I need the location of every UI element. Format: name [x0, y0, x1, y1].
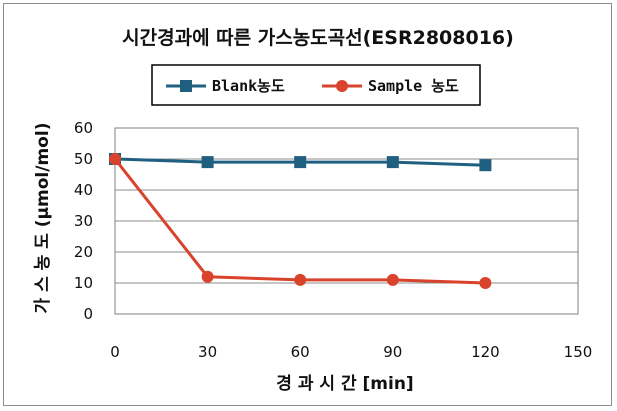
legend-label-sample: Sample 농도	[368, 77, 459, 95]
data-point-0-1	[201, 156, 214, 169]
y-tick-label: 50	[74, 150, 93, 168]
x-tick-label: 60	[291, 343, 310, 361]
data-point-0-4	[479, 159, 492, 172]
data-point-1-1	[201, 270, 214, 283]
legend-box	[151, 64, 481, 106]
x-axis-label: 경 과 시 간 [min]	[276, 374, 413, 394]
legend: Blank농도 Sample 농도	[151, 64, 481, 106]
data-point-0-3	[386, 156, 399, 169]
y-axis: 0 10 20 30 40 50 60	[74, 119, 93, 323]
y-tick-label: 10	[74, 274, 93, 292]
x-tick-label: 120	[471, 343, 500, 361]
data-point-1-3	[386, 273, 399, 286]
data-point-1-2	[294, 273, 307, 286]
data-point-1-4	[479, 277, 492, 289]
legend-marker-sample	[336, 80, 348, 92]
x-tick-label: 30	[198, 343, 217, 361]
y-tick-label: 40	[74, 181, 93, 199]
chart-title: 시간경과에 따른 가스농도곡선(ESR2808016)	[122, 27, 514, 49]
y-tick-label: 60	[74, 119, 93, 137]
grid-lines	[115, 127, 578, 315]
y-tick-label: 20	[74, 243, 93, 261]
y-tick-label: 0	[83, 305, 93, 323]
y-axis-label: 가 스 농 도 (μmol/mol)	[33, 123, 53, 314]
x-tick-label: 150	[564, 343, 593, 361]
x-axis: 0 30 60 90 120 150	[110, 343, 592, 361]
plot-area	[114, 127, 579, 315]
legend-label-blank: Blank농도	[212, 77, 285, 95]
legend-marker-blank	[180, 80, 192, 92]
data-point-1-0	[109, 153, 121, 165]
data-point-0-2	[294, 156, 307, 169]
y-tick-label: 30	[74, 212, 93, 230]
x-tick-label: 0	[110, 343, 120, 361]
x-tick-label: 90	[383, 343, 402, 361]
series-group	[109, 153, 492, 289]
